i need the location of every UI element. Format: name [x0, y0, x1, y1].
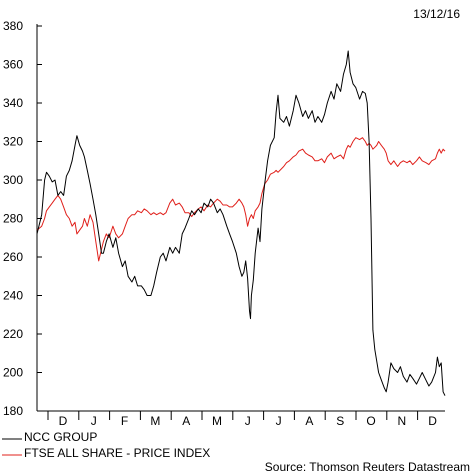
series-line-ncc — [36, 50, 446, 396]
x-tick-label: M — [212, 414, 222, 428]
x-tick-label: J — [91, 414, 97, 428]
axes: 180 200 220 240 260 280 300 320 340 360 380 D J F M A M J… — [3, 19, 445, 428]
y-tick-label: 260 — [3, 250, 23, 264]
y-tick-label: 300 — [3, 173, 23, 187]
x-tick-label: M — [150, 414, 160, 428]
y-tick-label: 340 — [3, 96, 23, 110]
legend: NCC GROUP FTSE ALL SHARE - PRICE INDEX — [2, 430, 210, 460]
series-layer — [36, 50, 446, 396]
y-tick-label: 220 — [3, 327, 23, 341]
source-label: Source: Thomson Reuters Datastream — [265, 460, 470, 474]
y-tick-label: 240 — [3, 289, 23, 303]
legend-label-ncc: NCC GROUP — [24, 430, 97, 444]
date-label: 13/12/16 — [413, 7, 460, 21]
legend-label-ftse: FTSE ALL SHARE - PRICE INDEX — [24, 446, 210, 460]
y-tick-label: 280 — [3, 212, 23, 226]
x-tick-label: A — [182, 414, 190, 428]
x-tick-label: D — [59, 414, 68, 428]
x-tick-label: S — [336, 414, 344, 428]
series-line-ftse — [36, 137, 446, 262]
y-tick-label: 360 — [3, 58, 23, 72]
y-tick-label: 320 — [3, 135, 23, 149]
y-tick-label: 180 — [3, 404, 23, 418]
x-tick-label: A — [305, 414, 313, 428]
y-tick-label: 200 — [3, 366, 23, 380]
x-tick-label: D — [428, 414, 437, 428]
x-tick-label: J — [276, 414, 282, 428]
x-tick-label: N — [397, 414, 406, 428]
x-tick-label: J — [245, 414, 251, 428]
x-tick-label: F — [121, 414, 128, 428]
y-tick-label: 380 — [3, 19, 23, 33]
x-tick-label: O — [366, 414, 375, 428]
